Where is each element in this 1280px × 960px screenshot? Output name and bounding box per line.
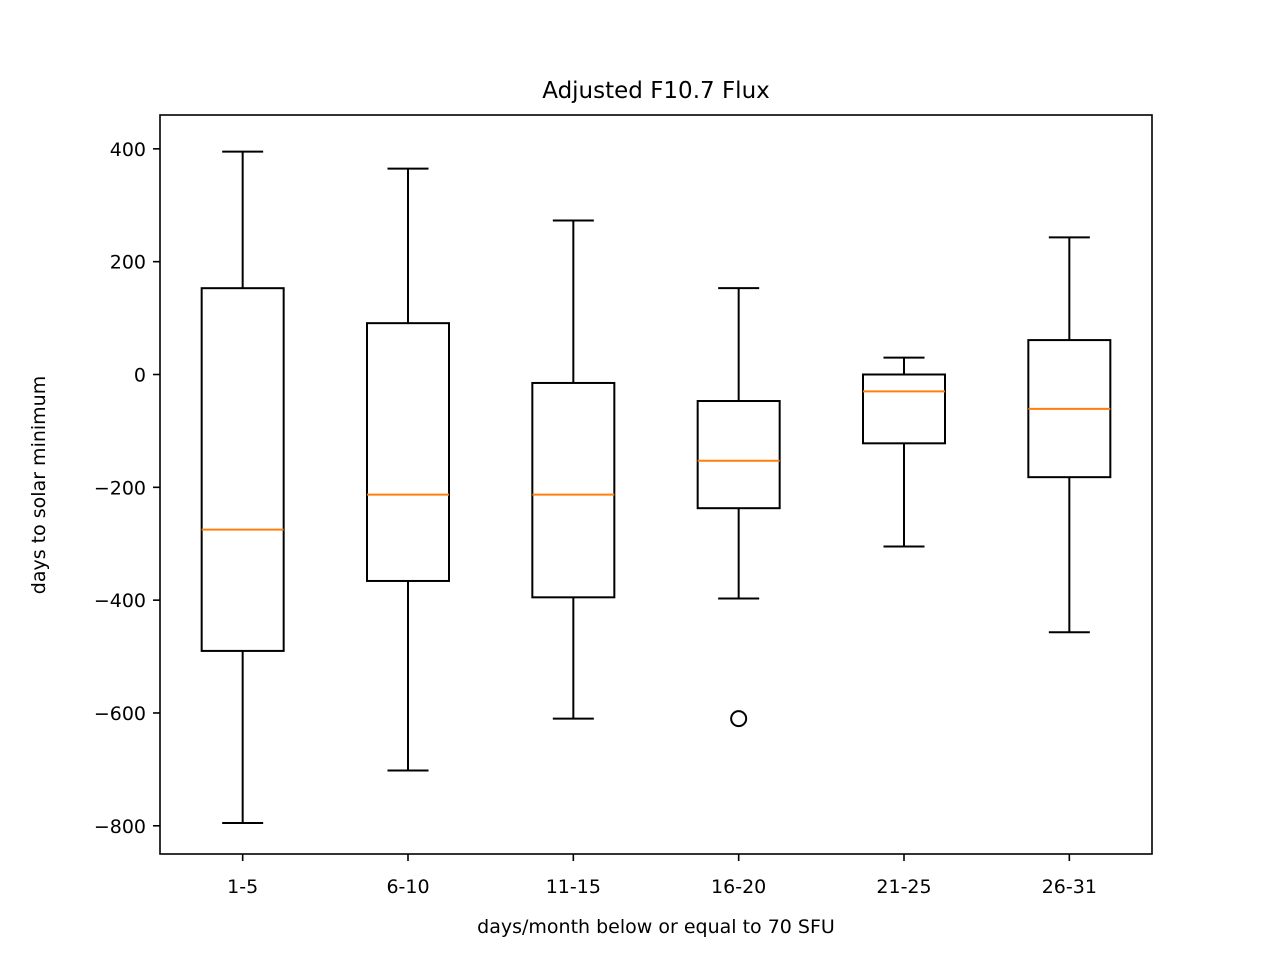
x-tick-label: 11-15: [546, 876, 601, 898]
x-tick-label: 16-20: [711, 876, 766, 898]
x-tick-label: 1-5: [227, 876, 258, 898]
box-iqr: [531, 381, 616, 599]
x-tick-label: 21-25: [876, 876, 931, 898]
y-tick-label: 400: [110, 139, 146, 161]
plot-area: 400 200 0 −200 −400 −600 −800 1-5 6-10 11-15 16-20…: [94, 114, 1153, 898]
x-tick-label: 6-10: [386, 876, 429, 898]
y-tick-label: 200: [110, 252, 146, 274]
box-iqr: [366, 322, 450, 582]
y-tick-label: −800: [94, 816, 146, 838]
y-axis-label: days to solar minimum: [28, 376, 50, 594]
outlier-point: [730, 710, 748, 728]
box-iqr: [696, 400, 781, 510]
box-iqr: [862, 373, 946, 445]
y-tick-label: 0: [134, 364, 146, 386]
chart-title: Adjusted F10.7 Flux: [542, 78, 770, 104]
x-tick-label: 26-31: [1042, 876, 1097, 898]
box-iqr: [200, 287, 285, 652]
y-tick-label: −200: [94, 477, 146, 499]
axes-frame: [159, 114, 1153, 855]
y-tick-label: −400: [94, 590, 146, 612]
x-axis-label: days/month below or equal to 70 SFU: [477, 916, 835, 938]
y-tick-label: −600: [94, 703, 146, 725]
